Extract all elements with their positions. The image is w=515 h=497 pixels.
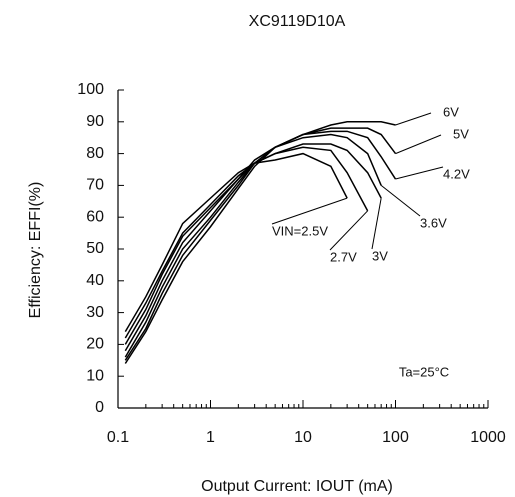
leader-line xyxy=(395,112,432,126)
series-line xyxy=(124,143,382,345)
series-label: VIN=2.5V xyxy=(272,223,328,238)
y-tick-label: 10 xyxy=(86,367,104,384)
leader-line xyxy=(395,166,444,180)
leader-line xyxy=(395,134,442,155)
y-axis-label: Efficiency: EFFI(%) xyxy=(27,182,44,319)
series-line xyxy=(124,133,382,352)
series-label: 6V xyxy=(443,104,459,119)
series-label: 2.7V xyxy=(330,249,357,264)
y-tick-label: 30 xyxy=(86,304,104,321)
x-tick-label: 0.1 xyxy=(107,429,129,446)
y-tick-label: 40 xyxy=(86,272,104,289)
y-tick-label: 70 xyxy=(86,177,104,194)
series-line xyxy=(124,127,397,361)
y-tick-label: 20 xyxy=(86,336,104,353)
x-tick-label: 1 xyxy=(206,429,215,446)
x-tick-label: 100 xyxy=(382,429,409,446)
leader-line xyxy=(380,185,421,217)
annotation-box xyxy=(380,362,465,384)
x-axis-label: Output Current: IOUT (mA) xyxy=(201,478,393,495)
x-tick-label: 1000 xyxy=(470,429,506,446)
chart-title: XC9119D10A xyxy=(249,13,346,30)
y-tick-label: 60 xyxy=(86,208,104,225)
series-label: 4.2V xyxy=(443,166,470,181)
y-tick-label: 90 xyxy=(86,113,104,130)
leader-line xyxy=(271,197,348,225)
leader-line xyxy=(329,210,369,251)
y-tick-label: 80 xyxy=(86,145,104,162)
y-tick-label: 100 xyxy=(77,81,104,98)
y-tick-label: 50 xyxy=(86,240,104,257)
y-tick-label: 0 xyxy=(95,399,104,416)
series-label: 5V xyxy=(453,126,469,141)
series-label: 3V xyxy=(372,248,388,263)
series-label: 3.6V xyxy=(420,215,447,230)
series-line xyxy=(124,130,397,358)
series-line xyxy=(124,121,396,364)
x-tick-label: 10 xyxy=(294,429,312,446)
series-line xyxy=(124,152,348,333)
series-line xyxy=(124,146,369,339)
annotation: Ta=25°C xyxy=(399,364,449,379)
leader-line xyxy=(371,198,382,250)
